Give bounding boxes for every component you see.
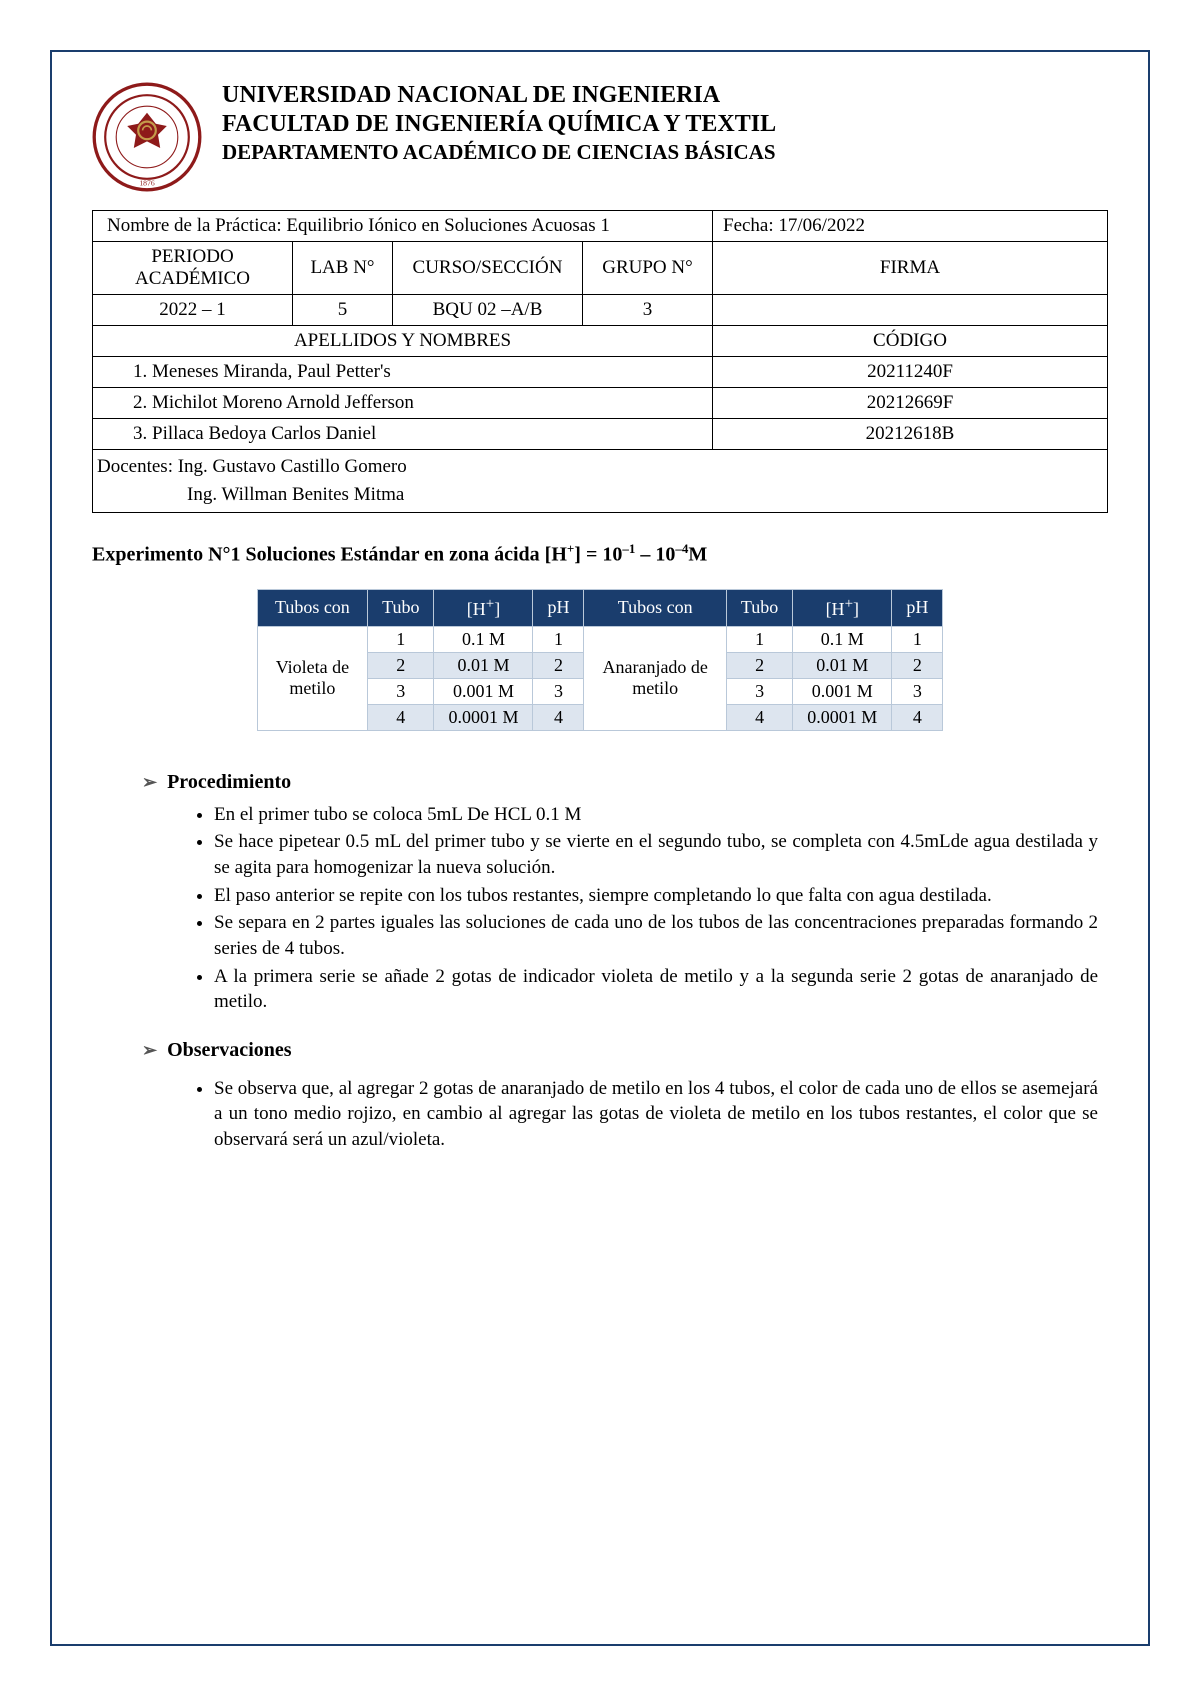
docente-1: Docentes: Ing. Gustavo Castillo Gomero	[97, 456, 1103, 478]
data-table: Tubos con Tubo [H+] pH Tubos con Tubo [H…	[257, 589, 944, 731]
col-ph-left: pH	[533, 589, 584, 626]
col-ph-right: pH	[892, 589, 943, 626]
date-cell: Fecha: 17/06/2022	[713, 211, 1108, 242]
docentes-cell: Docentes: Ing. Gustavo Castillo Gomero I…	[93, 450, 1108, 513]
document-header: 1876 UNIVERSIDAD NACIONAL DE INGENIERIA …	[92, 82, 1108, 192]
grupo-head: GRUPO N°	[583, 242, 713, 295]
cell: 1	[533, 626, 584, 652]
arrow-icon: ➢	[142, 772, 157, 793]
cell: 4	[892, 704, 943, 730]
arrow-icon: ➢	[142, 1040, 157, 1061]
experiment-title: Experimento N°1 Soluciones Estándar en z…	[92, 541, 1108, 567]
cell: 0.001 M	[434, 678, 533, 704]
curso-val: BQU 02 –A/B	[393, 295, 583, 326]
periodo-val: 2022 – 1	[93, 295, 293, 326]
curso-head: CURSO/SECCIÓN	[393, 242, 583, 295]
cell: 2	[533, 652, 584, 678]
student-code-2: 20212669F	[713, 388, 1108, 419]
firma-head: FIRMA	[713, 242, 1108, 295]
proc-item: El paso anterior se repite con los tubos…	[214, 883, 1108, 909]
cell: 4	[533, 704, 584, 730]
grupo-val: 3	[583, 295, 713, 326]
procedimiento-list: En el primer tubo se coloca 5mL De HCL 0…	[214, 802, 1108, 1015]
col-h-right: [H+]	[793, 589, 892, 626]
lab-val: 5	[293, 295, 393, 326]
observaciones-list: Se observa que, al agregar 2 gotas de an…	[214, 1076, 1108, 1153]
student-code-3: 20212618B	[713, 419, 1108, 450]
cell: 0.01 M	[793, 652, 892, 678]
cell: 1	[368, 626, 434, 652]
procedimiento-section: ➢ Procedimiento En el primer tubo se col…	[142, 771, 1108, 1015]
right-indicator-label: Anaranjado demetilo	[584, 626, 726, 730]
cell: 1	[726, 626, 792, 652]
codigo-head: CÓDIGO	[713, 326, 1108, 357]
col-tubo-right: Tubo	[726, 589, 792, 626]
university-name: UNIVERSIDAD NACIONAL DE INGENIERIA	[222, 82, 776, 109]
proc-item: A la primera serie se añade 2 gotas de i…	[214, 964, 1108, 1015]
cell: 4	[726, 704, 792, 730]
col-h-left: [H+]	[434, 589, 533, 626]
cell: 1	[892, 626, 943, 652]
cell: 3	[533, 678, 584, 704]
cell: 2	[368, 652, 434, 678]
col-tubo-left: Tubo	[368, 589, 434, 626]
faculty-name: FACULTAD DE INGENIERÍA QUÍMICA Y TEXTIL	[222, 111, 776, 138]
proc-item: Se hace pipetear 0.5 mL del primer tubo …	[214, 829, 1108, 880]
cell: 0.0001 M	[434, 704, 533, 730]
practice-name: Nombre de la Práctica: Equilibrio Iónico…	[93, 211, 713, 242]
header-titles: UNIVERSIDAD NACIONAL DE INGENIERIA FACUL…	[222, 82, 776, 165]
col-tubos-con-right: Tubos con	[584, 589, 726, 626]
cell: 3	[892, 678, 943, 704]
cell: 0.1 M	[793, 626, 892, 652]
student-name-3: 3. Pillaca Bedoya Carlos Daniel	[93, 419, 713, 450]
observaciones-heading: ➢ Observaciones	[142, 1039, 1108, 1062]
department-name: DEPARTAMENTO ACADÉMICO DE CIENCIAS BÁSIC…	[222, 140, 776, 165]
cell: 4	[368, 704, 434, 730]
cell: 2	[892, 652, 943, 678]
student-name-2: 2. Michilot Moreno Arnold Jefferson	[93, 388, 713, 419]
page-border: 1876 UNIVERSIDAD NACIONAL DE INGENIERIA …	[50, 50, 1150, 1646]
cell: 0.1 M	[434, 626, 533, 652]
periodo-head: PERIODOACADÉMICO	[93, 242, 293, 295]
obs-item: Se observa que, al agregar 2 gotas de an…	[214, 1076, 1108, 1153]
cell: 2	[726, 652, 792, 678]
lab-head: LAB N°	[293, 242, 393, 295]
info-table: Nombre de la Práctica: Equilibrio Iónico…	[92, 210, 1108, 513]
cell: 0.001 M	[793, 678, 892, 704]
proc-item: En el primer tubo se coloca 5mL De HCL 0…	[214, 802, 1108, 828]
student-name-1: 1. Meneses Miranda, Paul Petter's	[93, 357, 713, 388]
svg-text:1876: 1876	[139, 178, 155, 187]
cell: 3	[726, 678, 792, 704]
observaciones-section: ➢ Observaciones Se observa que, al agreg…	[142, 1039, 1108, 1153]
university-seal-icon: 1876	[92, 82, 202, 192]
left-indicator-label: Violeta demetilo	[257, 626, 367, 730]
proc-item: Se separa en 2 partes iguales las soluci…	[214, 910, 1108, 961]
procedimiento-heading: ➢ Procedimiento	[142, 771, 1108, 794]
cell: 0.01 M	[434, 652, 533, 678]
cell: 0.0001 M	[793, 704, 892, 730]
cell: 3	[368, 678, 434, 704]
docente-2: Ing. Willman Benites Mitma	[97, 484, 1103, 506]
student-code-1: 20211240F	[713, 357, 1108, 388]
names-head: APELLIDOS Y NOMBRES	[93, 326, 713, 357]
data-table-container: Tubos con Tubo [H+] pH Tubos con Tubo [H…	[92, 589, 1108, 731]
firma-cell	[713, 295, 1108, 326]
col-tubos-con-left: Tubos con	[257, 589, 367, 626]
